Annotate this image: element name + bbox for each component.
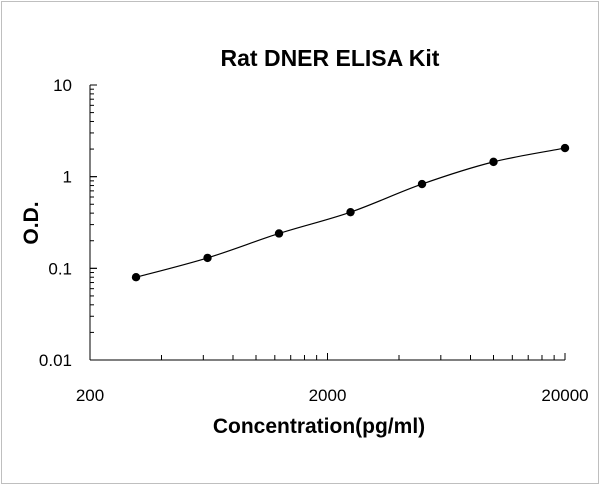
y-tick-label: 10	[53, 76, 72, 95]
x-axis-label: Concentration(pg/ml)	[213, 415, 425, 438]
axes: 200 2000 20000 10 1 0.1 0.01	[39, 76, 589, 405]
data-point	[131, 273, 141, 282]
y-tick-label: 0.1	[48, 259, 72, 278]
data-point	[489, 157, 498, 167]
data-point	[274, 229, 284, 238]
data-point	[417, 179, 427, 189]
data-points-layer	[131, 143, 570, 282]
data-point	[203, 253, 212, 263]
x-tick-label: 20000	[541, 386, 588, 405]
data-point	[560, 143, 570, 153]
chart-title: Rat DNER ELISA Kit	[221, 45, 440, 71]
data-point	[346, 207, 355, 217]
y-tick-label: 0.01	[39, 351, 72, 370]
x-tick-label: 2000	[309, 386, 347, 405]
x-tick-label: 200	[76, 386, 104, 405]
y-axis-label: O.D.	[20, 201, 43, 244]
y-tick-label: 1	[63, 168, 72, 187]
